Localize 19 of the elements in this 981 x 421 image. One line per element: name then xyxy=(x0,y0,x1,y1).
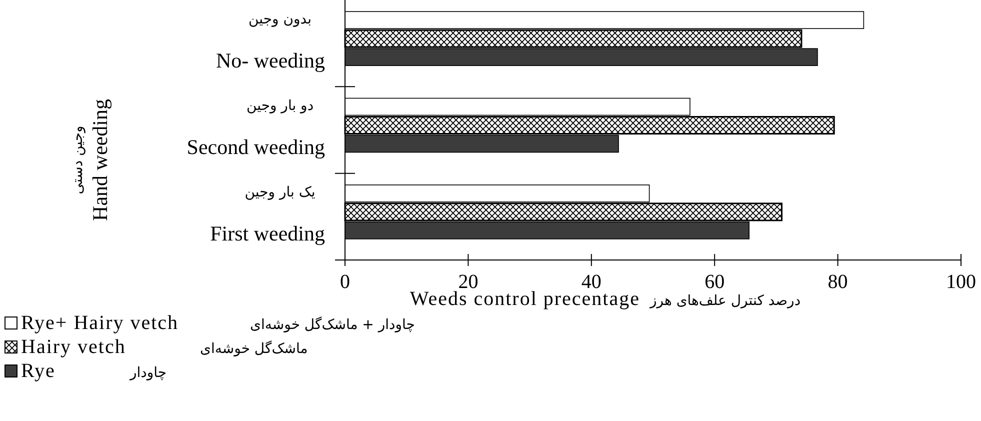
y-tick-label: No- weeding xyxy=(216,48,326,72)
legend-label: Rye+ Hairy vetch xyxy=(21,312,179,334)
y-tick-label: Second weeding xyxy=(186,135,326,159)
x-tick-label: 60 xyxy=(704,271,725,293)
x-tick-label: 80 xyxy=(828,271,848,293)
text: درصد کنترل علف‌های هرز xyxy=(649,293,801,309)
text: وجین دستی xyxy=(70,126,86,194)
x-tick-label: 0 xyxy=(340,271,350,293)
x-tick-label: 100 xyxy=(946,271,976,293)
text: چاودار + ماشک‌گل خوشه‌ای xyxy=(250,317,415,333)
legend-label: Rye xyxy=(21,360,56,382)
y-axis-title: Hand weeding xyxy=(88,98,112,221)
legend-label: Hairy vetch xyxy=(21,336,126,358)
text: دو بار وجین xyxy=(246,98,314,114)
y-tick-label: First weeding xyxy=(210,222,326,246)
text: یک بار وجین xyxy=(244,184,316,201)
text: چاودار xyxy=(130,365,167,381)
text: بدون وجین xyxy=(248,11,312,28)
text: ماشک‌گل خوشه‌ای xyxy=(200,341,308,357)
